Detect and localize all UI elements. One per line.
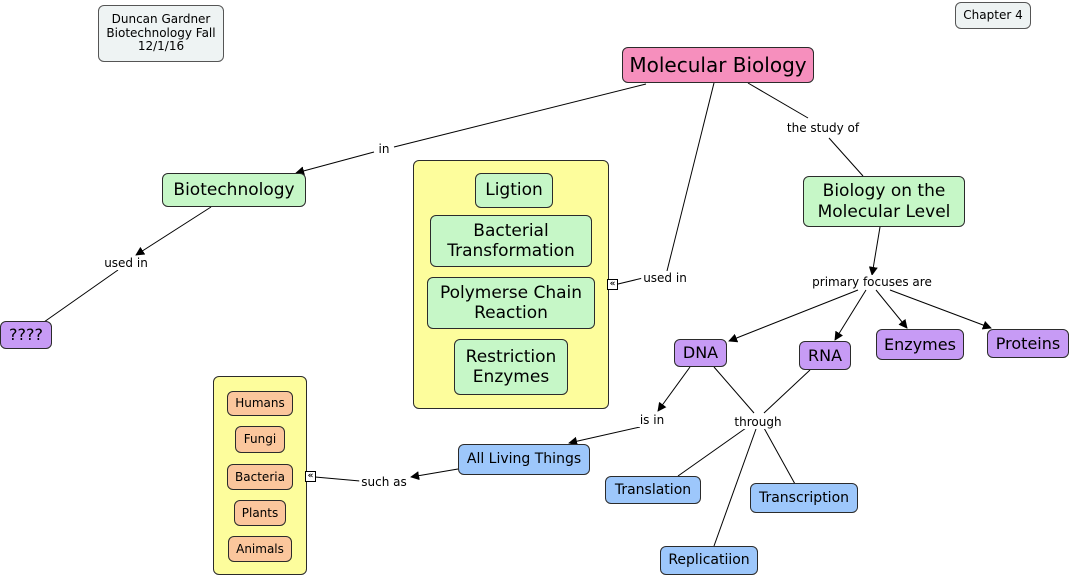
author-note[interactable]: Duncan Gardner Biotechnology Fall 12/1/1…: [98, 5, 224, 62]
concept-polymerase-chain-reaction[interactable]: Polymerse Chain Reaction: [427, 277, 595, 329]
line-focuses-to-enzymes: [875, 289, 908, 329]
concept-humans[interactable]: Humans: [227, 391, 293, 416]
concept-translation[interactable]: Translation: [605, 476, 701, 504]
line-usedin-to-group: [617, 277, 644, 285]
concept-bacterial-transformation[interactable]: Bacterial Transformation: [430, 215, 592, 267]
line-through-to-transcription: [763, 427, 796, 485]
concept-unknown[interactable]: ????: [0, 321, 52, 349]
line-usedin-to-unknown: [43, 269, 119, 323]
line-through-to-replication: [713, 428, 757, 547]
double-chevron-left-icon[interactable]: «: [607, 279, 618, 290]
line-focuses-to-rna: [834, 289, 867, 341]
line-focuses-to-proteins: [889, 289, 992, 330]
line-through-to-translation: [677, 427, 747, 477]
line-mb-to-in: [393, 83, 647, 148]
concept-rna[interactable]: RNA: [799, 341, 851, 370]
link-label-is-in: is in: [637, 413, 667, 427]
line-dna-to-isin: [657, 366, 691, 412]
line-study-to-bml: [828, 137, 864, 177]
concept-fungi[interactable]: Fungi: [235, 426, 285, 453]
link-label-used-in-biotech: used in: [102, 256, 150, 270]
link-label-used-in-techniques: used in: [641, 271, 689, 285]
concept-enzymes[interactable]: Enzymes: [876, 329, 964, 360]
line-rna-to-through: [763, 369, 811, 414]
line-bml-to-focuses: [868, 226, 881, 276]
concept-animals[interactable]: Animals: [228, 536, 292, 562]
concept-proteins[interactable]: Proteins: [987, 329, 1069, 358]
line-in-to-biotech: [295, 151, 375, 176]
concept-biology-molecular-level[interactable]: Biology on the Molecular Level: [803, 176, 965, 227]
line-isin-to-alt: [568, 426, 641, 446]
concept-replication[interactable]: Replicatiion: [660, 546, 758, 575]
double-chevron-left-icon[interactable]: «: [305, 471, 316, 482]
line-dna-to-through: [713, 366, 755, 414]
concept-bacteria[interactable]: Bacteria: [227, 464, 293, 490]
link-label-through: through: [732, 415, 784, 429]
concept-ligation[interactable]: Ligtion: [475, 173, 553, 208]
concept-molecular-biology[interactable]: Molecular Biology: [622, 47, 814, 83]
line-mb-to-usedin: [666, 82, 715, 272]
concept-biotechnology[interactable]: Biotechnology: [162, 173, 306, 207]
concept-plants[interactable]: Plants: [234, 500, 286, 526]
concept-dna[interactable]: DNA: [674, 339, 727, 367]
line-alt-to-suchas: [410, 468, 459, 481]
chapter-note[interactable]: Chapter 4: [955, 2, 1031, 29]
line-focuses-to-dna: [728, 289, 859, 343]
line-biotech-to-usedin: [135, 206, 212, 256]
concept-all-living-things[interactable]: All Living Things: [458, 444, 590, 475]
link-label-in: in: [376, 142, 392, 156]
line-suchas-to-group: [314, 476, 361, 482]
line-mb-to-study: [747, 82, 809, 119]
link-label-such-as: such as: [359, 475, 409, 489]
concept-transcription[interactable]: Transcription: [750, 483, 858, 513]
link-label-the-study-of: the study of: [784, 121, 862, 135]
concept-restriction-enzymes[interactable]: Restriction Enzymes: [454, 339, 568, 395]
link-label-primary-focuses-are: primary focuses are: [810, 275, 934, 289]
